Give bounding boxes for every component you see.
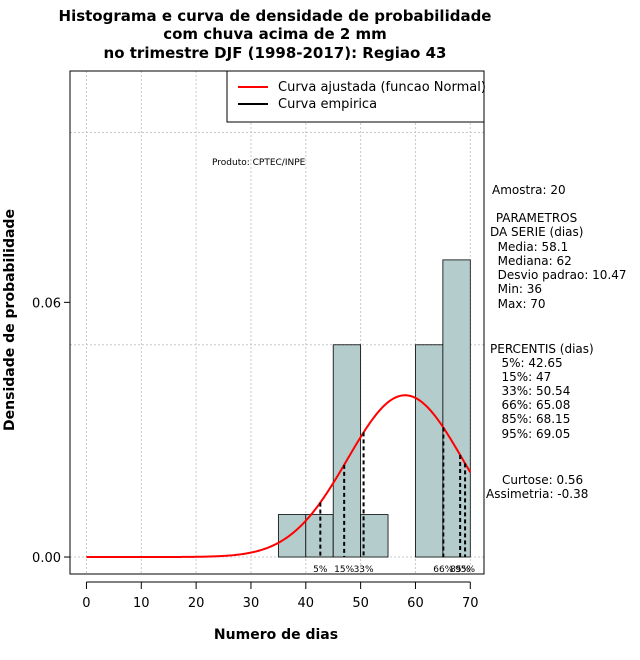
stat-p85: 85%: 68.15 — [490, 412, 570, 426]
x-tick-label-6: 60 — [407, 596, 424, 611]
product-annotation: Produto: CPTEC/INPE — [212, 158, 306, 168]
legend-label-empirical: Curva empirica — [278, 97, 377, 112]
x-tick-label-7: 70 — [462, 596, 479, 611]
histogram-bars — [277, 259, 471, 558]
stat-parametros-header: PARAMETROS — [492, 211, 577, 225]
stat-mediana: Mediana: 62 — [490, 254, 572, 268]
histogram-bar-1 — [305, 514, 334, 558]
legend: Curva ajustada (funcao Normal) Curva emp… — [226, 70, 486, 123]
y-tick-label-0: 0.00 — [32, 551, 61, 566]
stat-desvio: Desvio padrao: 10.47 — [490, 268, 627, 282]
normal-fit-curve — [86, 394, 472, 559]
histogram-bar-3 — [360, 514, 389, 558]
histogram-bar-6 — [442, 259, 471, 558]
chart-title-line-2: com chuva acima de 2 mm — [163, 25, 387, 43]
stat-assimetria: Assimetria: -0.38 — [486, 487, 588, 501]
stat-percentis-header: PERCENTIS (dias) — [490, 342, 594, 356]
stat-p66: 66%: 65.08 — [490, 398, 570, 412]
stat-curtose: Curtose: 0.56 — [502, 473, 583, 487]
percentile-label-2: 33% — [354, 565, 374, 575]
x-axis: 0 10 20 30 40 50 60 70 — [82, 581, 479, 611]
stat-p15: 15%: 47 — [490, 370, 551, 384]
percentile-label-4: 85% — [450, 565, 470, 575]
x-tick-label-2: 20 — [188, 596, 205, 611]
stat-amostra: Amostra: 20 — [492, 183, 566, 197]
percentile-lines: 5% 15% 33% 66%85%95% — [313, 427, 476, 575]
stat-min: Min: 36 — [490, 282, 542, 296]
histogram-bar-5 — [415, 344, 444, 558]
stat-p33: 33%: 50.54 — [490, 384, 570, 398]
x-tick-label-0: 0 — [82, 596, 90, 611]
chart-title-line-1: Histograma e curva de densidade de proba… — [59, 7, 492, 25]
chart-title-line-3: no trimestre DJF (1998-2017): Regiao 43 — [104, 44, 447, 62]
percentile-label-0: 5% — [313, 565, 328, 575]
histogram-bar-2 — [332, 344, 362, 558]
x-tick-label-4: 40 — [298, 596, 315, 611]
percentile-label-3: 66% — [433, 565, 453, 575]
percentile-label-5: 95% — [455, 565, 475, 575]
legend-label-normal: Curva ajustada (funcao Normal) — [278, 80, 486, 95]
x-axis-label: Numero de dias — [214, 627, 338, 643]
y-axis-label: Densidade de probabilidade — [2, 209, 18, 431]
stat-p5: 5%: 42.65 — [490, 356, 563, 370]
histogram-bar-0 — [277, 514, 307, 558]
stat-max: Max: 70 — [490, 297, 546, 311]
y-axis: 0.00 0.06 — [32, 296, 70, 566]
x-tick-label-1: 10 — [133, 596, 150, 611]
x-tick-label-3: 30 — [243, 596, 260, 611]
percentile-label-1: 15% — [334, 565, 354, 575]
stat-da-serie: DA SERIE (dias) — [490, 225, 583, 239]
stats-panel: Amostra: 20 PARAMETROS DA SERIE (dias) M… — [486, 183, 627, 501]
stat-media: Media: 58.1 — [490, 240, 568, 254]
stat-p95: 95%: 69.05 — [490, 427, 570, 441]
legend-box — [226, 70, 485, 123]
x-tick-label-5: 50 — [352, 596, 369, 611]
y-tick-label-1: 0.06 — [32, 296, 61, 311]
